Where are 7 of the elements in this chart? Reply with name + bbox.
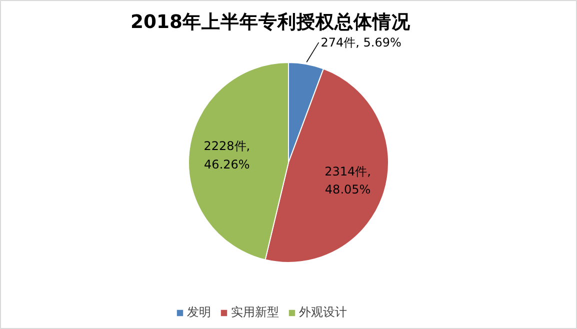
legend-label: 外观设计	[299, 304, 347, 321]
legend-label: 实用新型	[231, 304, 279, 321]
legend-label: 发明	[187, 304, 211, 321]
data-label: 2314件, 48.05%	[324, 164, 371, 197]
chart-title: 2018年上半年专利授权总体情况	[130, 11, 412, 33]
data-label: 2228件, 46.26%	[204, 139, 250, 172]
data-label: 274件, 5.69%	[320, 35, 402, 50]
